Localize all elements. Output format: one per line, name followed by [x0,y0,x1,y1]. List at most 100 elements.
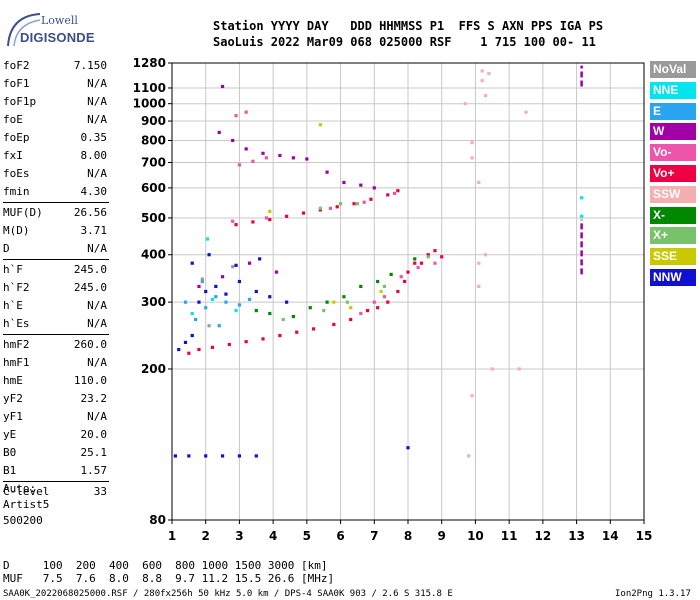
parameter-row: yE 20.0 [3,426,107,444]
parameter-row: foEs N/A [3,165,107,183]
x-tick-label: 2 [202,529,210,543]
echo-point [470,140,474,145]
echo-point [234,114,238,118]
x-tick-label: 1 [168,529,176,543]
echo-point [399,275,403,279]
parameter-value: 33 [93,485,107,498]
echo-point [338,202,343,206]
parameter-value: N/A [87,317,107,330]
echo-point [342,295,346,299]
echo-point [419,261,424,265]
parameter-label: M(D) [3,224,30,237]
echo-point [483,94,488,98]
parameter-value: 245.0 [73,281,107,294]
parameter-row: fmin 4.30 [3,183,107,201]
echo-point [214,284,218,289]
echo-point [254,289,258,294]
echo-point [413,257,417,261]
parameter-row: foE N/A [3,111,107,129]
parameter-value: 8.00 [80,149,108,162]
parameter-row: h`Es N/A [3,315,107,333]
echo-point [487,72,491,76]
echo-point [224,292,228,296]
y-tick-label: 1000 [133,97,166,111]
echo-point [210,297,215,302]
echo-point [210,345,215,349]
echo-point [379,289,383,294]
echo-point [220,84,225,89]
echo-point [352,202,356,206]
parameter-value: N/A [87,299,107,312]
echo-point [332,322,336,327]
echo-point [372,300,376,304]
echo-point [177,347,181,352]
echo-point [200,279,204,284]
echo-point [480,79,484,83]
echo-point [183,340,188,344]
parameter-label: B1 [3,464,17,477]
echo-point [332,300,336,304]
echo-point [524,110,528,114]
echo-point [406,270,410,274]
parameter-value: N/A [87,410,107,423]
echo-point [345,300,349,304]
echo-point [349,306,353,310]
echo-point [382,284,386,289]
parameter-row: M(D) 3.71 [3,222,107,240]
echo-point [244,340,248,344]
parameter-label: MUF(D) [3,206,43,219]
legend-item: NNE [650,81,696,99]
echo-point [386,193,390,197]
parameter-label: foF1p [3,95,37,108]
echo-point [197,284,201,289]
echo-point [268,311,272,316]
x-tick-label: 11 [501,529,518,543]
echo-point [406,446,410,450]
parameter-label: C-level [3,485,50,498]
echo-point [244,110,248,114]
echo-point [291,156,295,160]
parameter-label: h`F [3,263,23,276]
echo-point [312,327,316,331]
echo-point [281,317,285,322]
x-tick-label: 14 [602,529,619,543]
header-columns: Station YYYY DAY DDD HHMMSS P1 FFS S AXN… [213,19,604,33]
legend-item: W [650,123,696,141]
parameter-row: foF1p N/A [3,93,107,111]
y-tick-label: 400 [141,248,166,262]
echo-point [237,303,242,307]
echo-point [254,308,258,313]
echo-point [416,265,420,270]
echo-point [308,306,312,310]
footer-file-info: SAA0K_2022068025000.RSF / 280fx256h 50 k… [3,589,453,599]
echo-point [318,123,322,127]
echo-point [187,454,191,458]
echo-point [369,197,373,201]
y-tick-label: 1280 [133,56,166,70]
echo-point [231,219,235,223]
echo-point [207,253,211,257]
echo-point [278,333,282,338]
parameter-value: 4.30 [80,185,108,198]
echo-point [392,191,397,196]
echo-point [325,170,329,174]
echo-point [190,333,194,338]
echo-point [325,300,329,304]
echo-point [440,255,444,259]
echo-point [359,183,363,187]
autoscaling-label: Auto: [3,482,37,495]
echo-point [376,279,380,284]
echo-point [362,200,366,204]
parameter-row: MUF(D) 26.56 [3,204,107,222]
echo-point [207,324,211,328]
legend-item: Vo+ [650,164,696,182]
echo-point [190,261,194,265]
parameter-label: fxI [3,149,23,162]
echo-point [396,289,400,294]
parameter-row: C-level 33 [3,483,107,501]
echo-point [359,311,363,316]
legend-item: X+ [650,227,696,245]
echo-point [237,279,242,284]
parameter-value: 25.1 [80,446,108,459]
